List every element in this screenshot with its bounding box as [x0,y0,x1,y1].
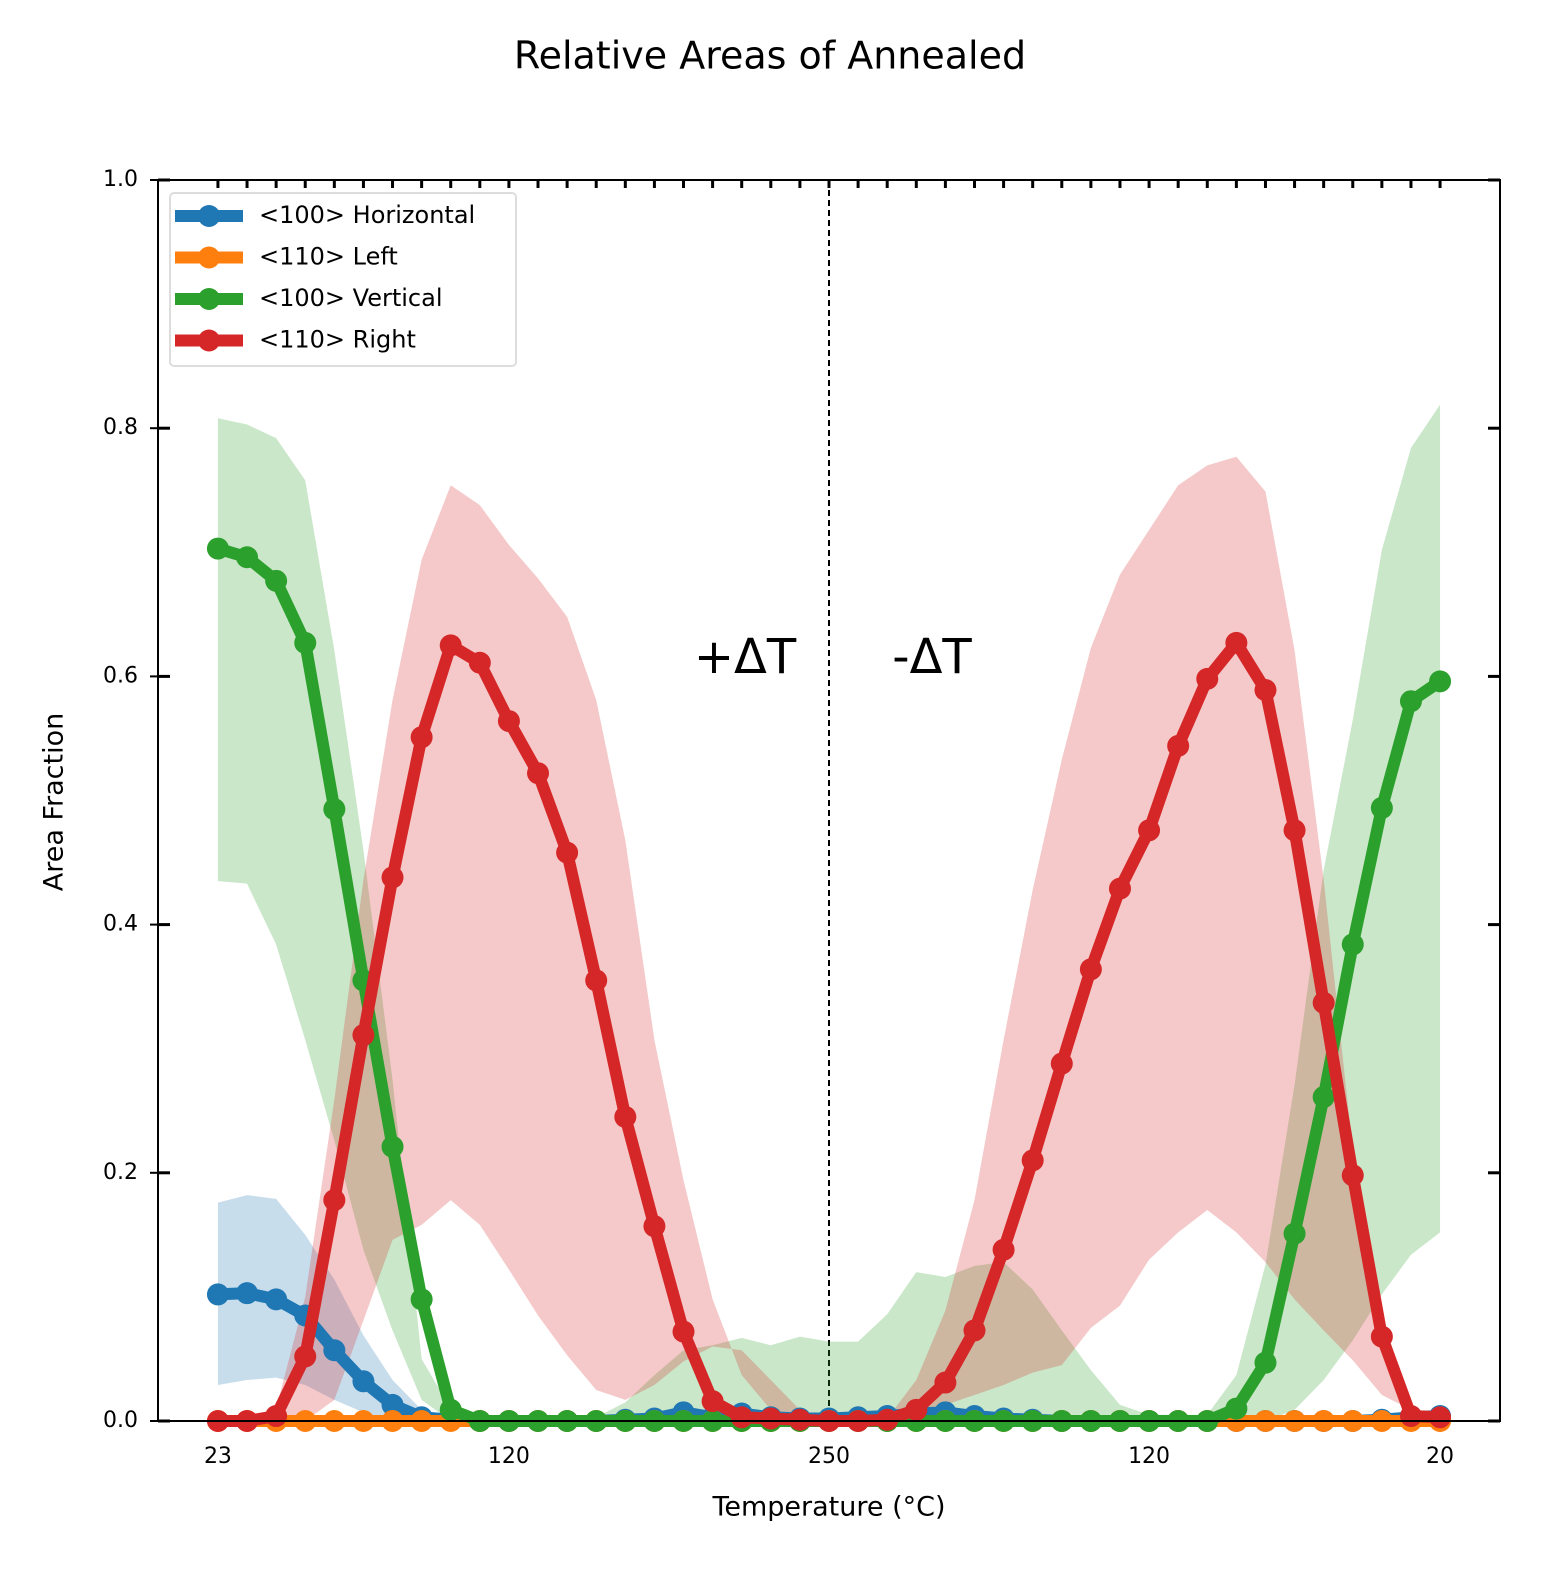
error-band [217,456,1441,1421]
data-point [352,1370,375,1393]
data-point [1050,1052,1073,1075]
x-tick-label: 120 [488,1444,530,1469]
annotation: +ΔT [694,629,797,685]
data-point [672,1320,695,1343]
data-point [236,1282,259,1305]
x-axis-label: Temperature (°C) [711,1492,945,1523]
x-tick-label: 250 [808,1444,850,1469]
data-point [527,762,550,785]
y-tick-label: 0.6 [103,663,138,688]
legend-marker [198,288,220,310]
data-point [352,1024,375,1047]
error-band [217,1195,1441,1421]
data-point [934,1371,957,1394]
data-point [701,1390,724,1413]
data-point [1167,734,1190,757]
data-point [585,969,608,992]
data-point [1283,1222,1306,1245]
data-point [323,1189,346,1212]
data-point [788,1408,811,1431]
data-point [963,1319,986,1342]
data-point [294,631,317,654]
data-point [294,1345,317,1368]
data-point [1254,679,1277,702]
y-tick-label: 1.0 [103,167,138,192]
data-point [1254,1351,1277,1374]
data-point [1429,670,1452,693]
data-point [730,1406,753,1429]
data-point [206,1283,229,1306]
data-point [1225,1397,1248,1420]
data-point [1429,1406,1452,1429]
data-point [206,537,229,560]
legend-label: <110> Left [259,243,398,271]
x-tick-label: 23 [204,1444,232,1469]
data-point [410,1288,433,1311]
data-point [468,651,491,674]
data-point [439,1398,462,1421]
x-tick-label: 20 [1426,1444,1454,1469]
y-axis-label: Area Fraction [39,713,70,892]
data-point [1370,796,1393,819]
data-point [439,634,462,657]
legend-marker [198,246,220,269]
data-point [1312,1086,1335,1109]
legend-label: <110> Right [259,326,416,354]
data-point [323,1339,346,1362]
data-point [614,1105,637,1128]
data-point [643,1215,666,1238]
y-tick-label: 0.2 [103,1160,138,1185]
data-point [1108,877,1131,900]
data-point [1079,958,1102,981]
data-point [410,726,433,749]
data-point [265,569,288,592]
data-point [236,546,259,569]
data-point [1341,1164,1364,1187]
data-point [876,1408,899,1431]
axes-frame [157,179,1501,1422]
data-point [1341,933,1364,956]
legend-label: <100> Vertical [259,284,443,312]
data-point [905,1398,928,1421]
data-point [992,1238,1015,1261]
data-point [1312,991,1335,1014]
y-tick-label: 0.4 [103,912,138,937]
data-point [1196,667,1219,690]
data-point [1138,819,1161,842]
data-point [759,1407,782,1430]
legend-label: <100> Horizontal [259,201,475,229]
data-point [1399,690,1422,713]
legend-marker [198,205,220,227]
y-tick-label: 0.0 [103,1408,138,1433]
legend-marker [198,329,220,352]
data-point [1283,819,1306,842]
data-point [381,1393,404,1416]
error-band [217,404,1441,1422]
legend: <100> Horizontal <110> Left <100> Vertical… [169,192,517,367]
data-point [381,1135,404,1158]
data-point [1370,1325,1393,1348]
data-point [1225,631,1248,654]
data-point [381,866,404,889]
data-point [265,1288,288,1311]
data-point [323,798,346,821]
chart-title: Relative Areas of Annealed [514,34,1026,78]
data-point [556,841,579,864]
data-point [1021,1149,1044,1172]
data-point [1399,1405,1422,1428]
data-point [497,710,520,733]
y-tick-label: 0.8 [103,415,138,440]
legend-box [169,192,517,367]
annotation: -ΔT [892,629,972,685]
data-point [265,1405,288,1428]
x-tick-label: 120 [1128,1444,1170,1469]
